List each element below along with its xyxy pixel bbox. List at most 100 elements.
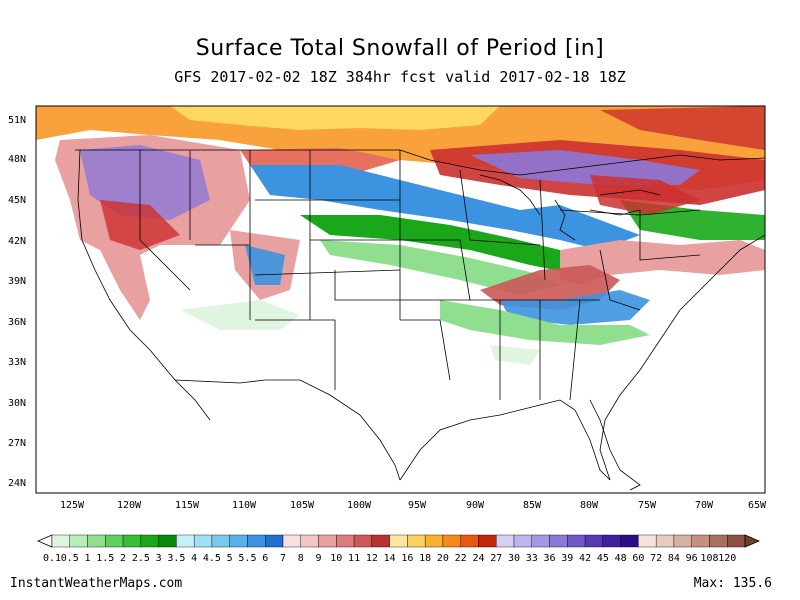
colorbar-label: 45 [597, 553, 609, 564]
latitude-labels: 51N 48N 45N 42N 39N 36N 33N 30N 27N 24N [8, 115, 26, 489]
colorbar-swatch [567, 534, 586, 548]
colorbar-label: 3.5 [167, 553, 185, 564]
colorbar-label: 2 [120, 553, 126, 564]
colorbar-swatch [496, 534, 515, 548]
map-title: Surface Total Snowfall of Period [in] [195, 36, 605, 61]
colorbar-label: 0.1 [43, 553, 61, 564]
colorbar-label: 22 [455, 553, 467, 564]
lon-label: 80W [580, 500, 599, 511]
lat-label: 36N [8, 317, 26, 328]
colorbar-label: 1.5 [96, 553, 114, 564]
colorbar-swatch [87, 534, 106, 548]
lat-label: 24N [8, 478, 26, 489]
colorbar-swatch [371, 534, 390, 548]
lon-label: 105W [290, 500, 315, 511]
colorbar-label: 6 [262, 553, 268, 564]
lon-label: 125W [60, 500, 85, 511]
colorbar-swatch [247, 534, 266, 548]
colorbar-swatch [318, 534, 337, 548]
colorbar-label: 20 [437, 553, 449, 564]
colorbar-label: 16 [401, 553, 413, 564]
colorbar-label: 36 [544, 553, 556, 564]
colorbar-swatch [69, 534, 88, 548]
colorbar-label: 9 [316, 553, 322, 564]
colorbar-swatch [193, 534, 213, 548]
colorbar-swatch [140, 534, 159, 548]
colorbar-swatch [336, 534, 355, 548]
colorbar-swatch [727, 534, 746, 548]
colorbar-label: 10 [330, 553, 342, 564]
colorbar-label: 14 [384, 553, 396, 564]
colorbar-label: 11 [348, 553, 360, 564]
colorbar-swatch [122, 534, 142, 548]
colorbar-max-arrow [744, 534, 761, 548]
colorbar-swatch [407, 534, 426, 548]
colorbar-swatch [282, 534, 301, 548]
colorbar-swatch [478, 534, 497, 548]
colorbar: 0.1 0.5 1 1.5 2 2.5 3 3.5 4 4.5 5 5.5 6 7 8 9 10 11 12 14 16… [36, 534, 761, 564]
colorbar-swatch [709, 534, 728, 548]
lat-label: 33N [8, 357, 26, 368]
lat-label: 45N [8, 195, 26, 206]
colorbar-swatch [602, 534, 621, 548]
map-frame [35, 105, 766, 494]
lon-label: 75W [638, 500, 657, 511]
lon-label: 90W [466, 500, 485, 511]
colorbar-label: 5 [227, 553, 233, 564]
colorbar-swatch [300, 534, 319, 548]
colorbar-label: 24 [472, 553, 484, 564]
lat-label: 30N [8, 398, 26, 409]
colorbar-swatch [176, 534, 195, 548]
lon-label: 100W [347, 500, 372, 511]
colorbar-label: 72 [650, 553, 662, 564]
colorbar-swatch [513, 534, 532, 548]
colorbar-label: 120 [718, 553, 736, 564]
colorbar-swatch [442, 534, 461, 548]
lat-label: 39N [8, 276, 26, 287]
lon-label: 110W [232, 500, 257, 511]
colorbar-label: 0.5 [61, 553, 79, 564]
lat-label: 27N [8, 438, 26, 449]
colorbar-swatch [673, 534, 692, 548]
colorbar-swatch [211, 534, 230, 548]
source-credit: InstantWeatherMaps.com [10, 576, 183, 591]
map-subtitle: GFS 2017-02-02 18Z 384hr fcst valid 2017… [174, 68, 626, 86]
colorbar-label: 3 [156, 553, 162, 564]
colorbar-swatch [638, 534, 657, 548]
lat-label: 42N [8, 236, 26, 247]
colorbar-swatch [353, 534, 373, 548]
colorbar-label: 42 [579, 553, 591, 564]
state-boundaries [75, 149, 765, 491]
colorbar-swatch [389, 534, 408, 548]
colorbar-swatch [158, 534, 177, 548]
colorbar-swatch [229, 534, 248, 548]
lat-label: 51N [8, 115, 26, 126]
colorbar-label: 96 [686, 553, 698, 564]
colorbar-swatch [105, 534, 124, 548]
colorbar-swatch [691, 534, 710, 548]
lon-label: 85W [523, 500, 542, 511]
lon-label: 70W [695, 500, 714, 511]
lon-label: 95W [408, 500, 427, 511]
colorbar-swatch [584, 534, 604, 548]
colorbar-label: 33 [526, 553, 538, 564]
colorbar-swatch [424, 534, 444, 548]
colorbar-label: 60 [632, 553, 644, 564]
colorbar-label: 5.5 [238, 553, 256, 564]
colorbar-swatch [460, 534, 479, 548]
max-value: Max: 135.6 [693, 576, 772, 591]
colorbar-swatch [620, 534, 639, 548]
snowfall-shading [36, 106, 765, 365]
lon-label: 65W [748, 500, 767, 511]
lon-label: 120W [117, 500, 142, 511]
colorbar-swatch [531, 534, 550, 548]
longitude-labels: 125W 120W 115W 110W 105W 100W 95W 90W 85… [60, 500, 767, 511]
colorbar-label: 12 [366, 553, 378, 564]
colorbar-swatch [51, 534, 70, 548]
lat-label: 48N [8, 154, 26, 165]
lon-label: 115W [175, 500, 200, 511]
colorbar-label: 2.5 [132, 553, 150, 564]
colorbar-label: 7 [280, 553, 286, 564]
colorbar-label: 39 [561, 553, 573, 564]
